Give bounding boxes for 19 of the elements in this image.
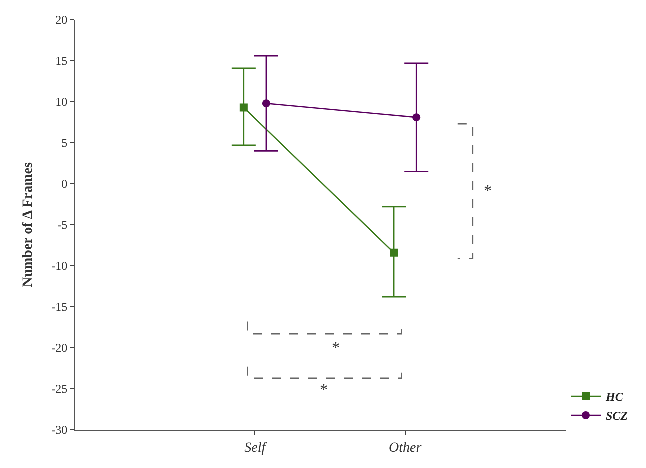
y-axis-title: Number of Δ Frames <box>21 162 36 288</box>
y-tick-label: -15 <box>52 300 68 314</box>
legend-label: SCZ <box>606 409 629 424</box>
y-tick-label: -5 <box>58 218 68 232</box>
y-tick-label: -20 <box>52 341 68 356</box>
legend-label: HC <box>605 390 624 404</box>
y-tick-label: 20 <box>56 13 68 28</box>
y-tick-label: 15 <box>56 54 68 68</box>
x-tick-label: Self <box>244 440 268 456</box>
y-tick-label: 5 <box>62 136 68 150</box>
annotation: * <box>484 183 492 200</box>
x-tick-label: Other <box>389 440 422 456</box>
annotation: * <box>332 340 340 357</box>
y-tick-label: 0 <box>62 177 68 192</box>
y-tick-label: -25 <box>52 382 68 396</box>
y-tick-label: -30 <box>52 423 68 438</box>
annotation: * <box>320 382 328 399</box>
y-tick-label: 10 <box>56 95 68 110</box>
y-tick-label: -10 <box>52 259 68 274</box>
